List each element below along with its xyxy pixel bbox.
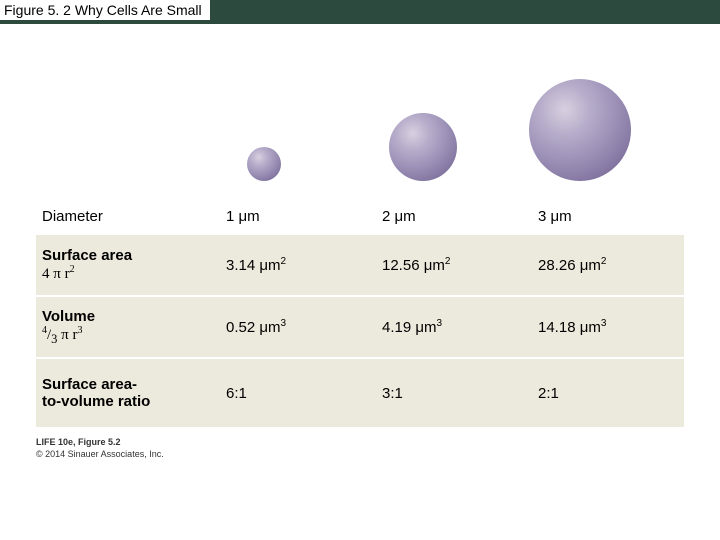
ratio-label: Surface area- to-volume ratio [36, 376, 216, 410]
data-table: Diameter 1 μm 2 μm 3 μm Surface area 4 π… [0, 199, 720, 429]
ratio-val-3: 2:1 [528, 385, 684, 402]
diameter-label: Diameter [36, 208, 216, 225]
diameter-val-1: 1 μm [216, 208, 372, 225]
sphere-3um [529, 79, 631, 181]
row-diameter: Diameter 1 μm 2 μm 3 μm [36, 199, 684, 235]
sa-val-2: 12.56 μm2 [372, 256, 528, 274]
volume-label-text: Volume [42, 308, 216, 325]
content-area: Diameter 1 μm 2 μm 3 μm Surface area 4 π… [0, 24, 720, 460]
vol-val-2: 4.19 μm3 [372, 318, 528, 336]
diameter-val-3: 3 μm [528, 208, 684, 225]
header-bar: Figure 5. 2 Why Cells Are Small [0, 0, 720, 24]
vol-val-1: 0.52 μm3 [216, 318, 372, 336]
footer-line2: © 2014 Sinauer Associates, Inc. [36, 449, 720, 461]
vol-val-3: 14.18 μm3 [528, 318, 684, 336]
footer-line1: LIFE 10e, Figure 5.2 [36, 437, 720, 449]
surface-area-label: Surface area 4 π r2 [36, 247, 216, 283]
ratio-val-2: 3:1 [372, 385, 528, 402]
diameter-val-2: 2 μm [372, 208, 528, 225]
surface-area-label-text: Surface area [42, 247, 216, 264]
sa-val-1: 3.14 μm2 [216, 256, 372, 274]
row-volume: Volume 4/3 π r3 0.52 μm3 4.19 μm3 14.18 … [36, 297, 684, 359]
sa-val-3: 28.26 μm2 [528, 256, 684, 274]
volume-label: Volume 4/3 π r3 [36, 308, 216, 347]
spheres-row [0, 24, 720, 199]
row-surface-area: Surface area 4 π r2 3.14 μm2 12.56 μm2 2… [36, 235, 684, 297]
volume-formula: 4/3 π r3 [42, 325, 83, 347]
ratio-label-line1: Surface area- [42, 376, 216, 393]
ratio-label-line2: to-volume ratio [42, 393, 216, 410]
footer-credit: LIFE 10e, Figure 5.2 © 2014 Sinauer Asso… [0, 429, 720, 460]
ratio-val-1: 6:1 [216, 385, 372, 402]
sphere-2um [389, 113, 457, 181]
row-ratio: Surface area- to-volume ratio 6:1 3:1 2:… [36, 359, 684, 429]
figure-title: Figure 5. 2 Why Cells Are Small [0, 0, 210, 20]
surface-area-formula: 4 π r2 [42, 264, 75, 283]
sphere-1um [247, 147, 281, 181]
